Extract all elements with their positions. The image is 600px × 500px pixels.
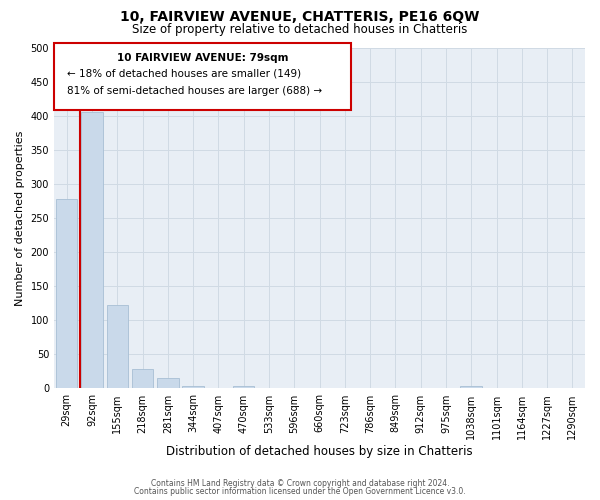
Text: Contains HM Land Registry data © Crown copyright and database right 2024.: Contains HM Land Registry data © Crown c… <box>151 478 449 488</box>
Text: Size of property relative to detached houses in Chatteris: Size of property relative to detached ho… <box>133 22 467 36</box>
Text: ← 18% of detached houses are smaller (149): ← 18% of detached houses are smaller (14… <box>67 68 301 78</box>
Bar <box>81 112 103 388</box>
Bar <box>157 378 179 388</box>
FancyBboxPatch shape <box>54 43 352 110</box>
X-axis label: Distribution of detached houses by size in Chatteris: Distribution of detached houses by size … <box>166 444 473 458</box>
Bar <box>233 386 254 388</box>
Text: 10, FAIRVIEW AVENUE, CHATTERIS, PE16 6QW: 10, FAIRVIEW AVENUE, CHATTERIS, PE16 6QW <box>121 10 479 24</box>
Bar <box>56 200 77 388</box>
Bar <box>107 306 128 388</box>
Bar <box>132 368 153 388</box>
Bar <box>182 386 204 388</box>
Bar <box>460 386 482 388</box>
Text: Contains public sector information licensed under the Open Government Licence v3: Contains public sector information licen… <box>134 487 466 496</box>
Text: 81% of semi-detached houses are larger (688) →: 81% of semi-detached houses are larger (… <box>67 86 322 96</box>
Text: 10 FAIRVIEW AVENUE: 79sqm: 10 FAIRVIEW AVENUE: 79sqm <box>117 52 289 62</box>
Y-axis label: Number of detached properties: Number of detached properties <box>15 130 25 306</box>
